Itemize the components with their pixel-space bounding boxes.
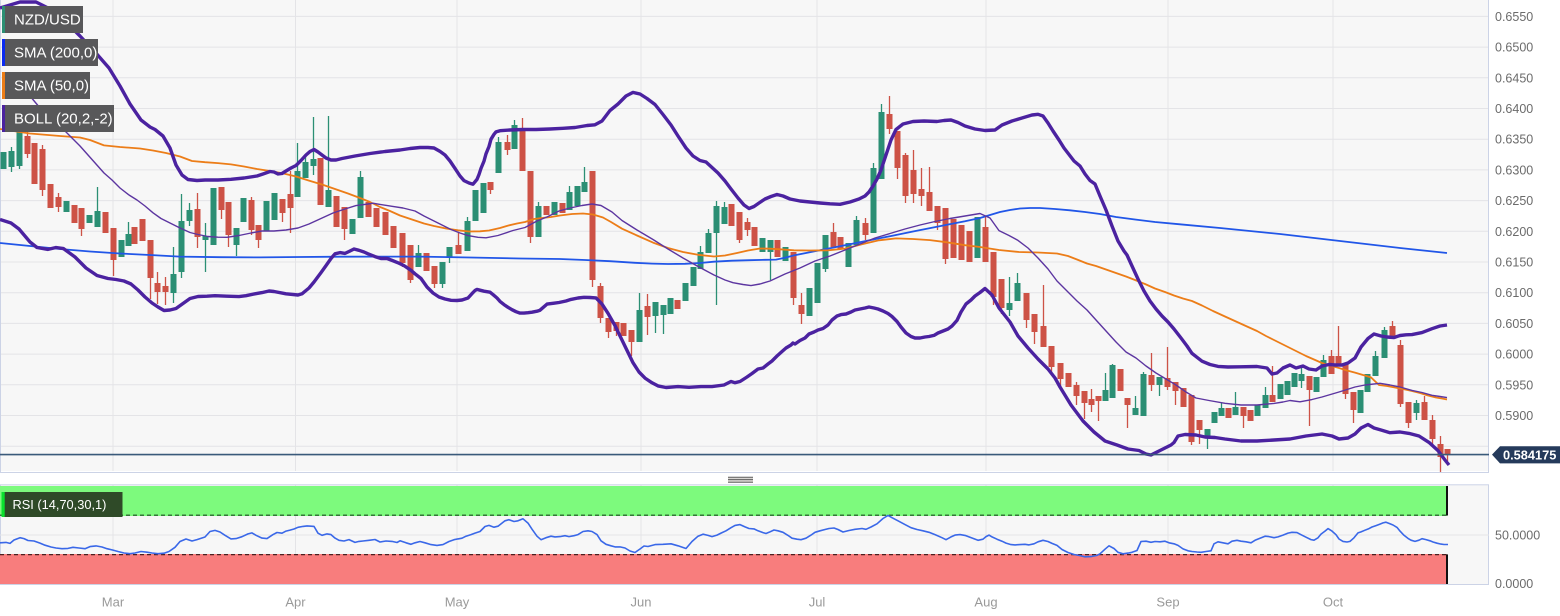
svg-text:0.6050: 0.6050 [1495,317,1533,331]
svg-text:0.6300: 0.6300 [1495,163,1533,177]
svg-text:50.0000: 50.0000 [1495,529,1540,543]
svg-text:0.0000: 0.0000 [1495,577,1533,591]
svg-text:0.584175: 0.584175 [1503,448,1556,463]
svg-text:0.6100: 0.6100 [1495,286,1533,300]
svg-text:Apr: Apr [285,595,306,610]
svg-text:0.6450: 0.6450 [1495,71,1533,85]
svg-text:0.6250: 0.6250 [1495,194,1533,208]
svg-text:Jun: Jun [631,595,652,610]
svg-text:Jul: Jul [809,595,826,610]
svg-text:Mar: Mar [102,595,125,610]
svg-text:0.5900: 0.5900 [1495,409,1533,423]
svg-text:0.6150: 0.6150 [1495,256,1533,270]
svg-text:0.6350: 0.6350 [1495,133,1533,147]
svg-text:0.6500: 0.6500 [1495,41,1533,55]
svg-text:0.6400: 0.6400 [1495,102,1533,116]
svg-text:BOLL (20,2,-2): BOLL (20,2,-2) [14,111,113,128]
svg-text:0.6200: 0.6200 [1495,225,1533,239]
svg-text:SMA (200,0): SMA (200,0) [14,45,97,62]
svg-text:NZD/USD: NZD/USD [14,12,81,29]
svg-text:Oct: Oct [1323,595,1344,610]
svg-text:RSI (14,70,30,1): RSI (14,70,30,1) [13,497,107,512]
svg-text:0.6550: 0.6550 [1495,10,1533,24]
svg-text:Sep: Sep [1156,595,1179,610]
svg-text:May: May [445,595,470,610]
svg-text:0.5950: 0.5950 [1495,378,1533,392]
svg-text:SMA (50,0): SMA (50,0) [14,78,89,95]
svg-text:0.6000: 0.6000 [1495,348,1533,362]
svg-text:Aug: Aug [974,595,997,610]
